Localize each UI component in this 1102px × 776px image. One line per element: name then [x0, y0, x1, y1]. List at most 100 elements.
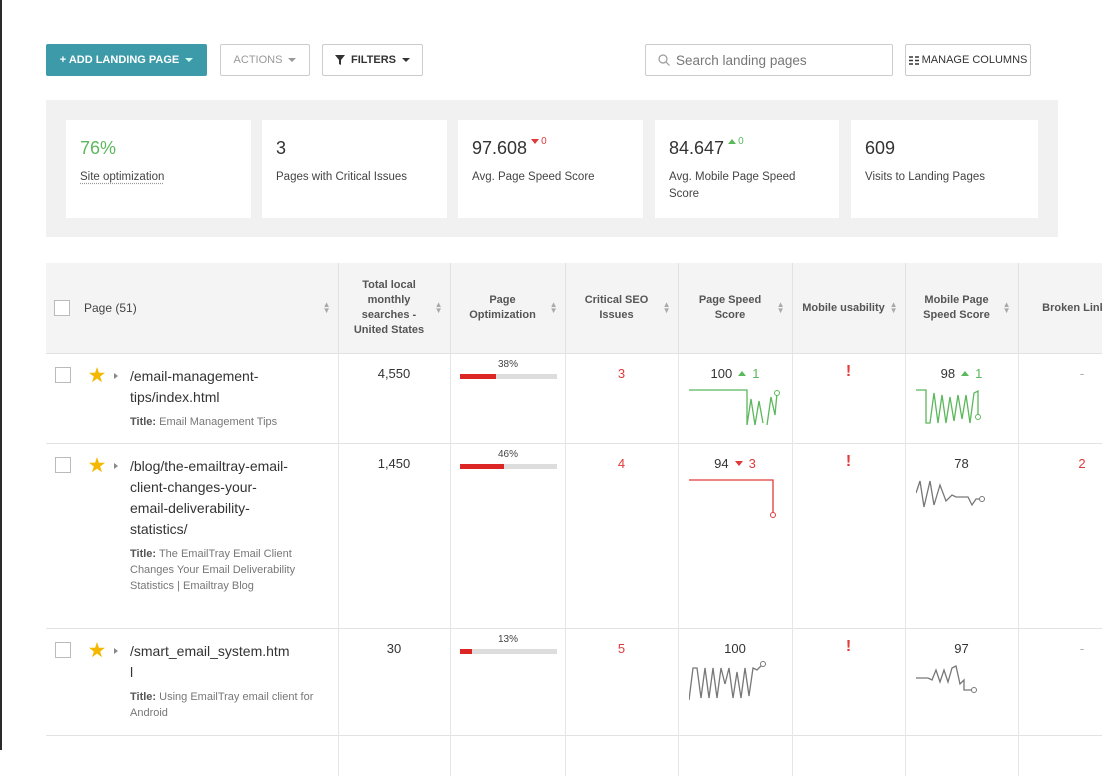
- searches-cell: 1,450: [338, 443, 451, 629]
- stat-value: 3: [276, 138, 287, 158]
- button-label: ACTIONS: [233, 54, 283, 66]
- sparkline-end: [770, 512, 776, 518]
- table-row: [46, 735, 1102, 776]
- row-checkbox[interactable]: [55, 642, 71, 658]
- sparkline: [915, 665, 977, 693]
- column-header[interactable]: Mobile Page Speed Score ▲ ▼: [905, 263, 1019, 354]
- column-header[interactable]: Critical SEO Issues ▲ ▼: [565, 263, 679, 354]
- broken-links-cell: -: [1018, 353, 1102, 444]
- stat-label: Visits to Landing Pages: [865, 171, 985, 183]
- stat-value-row: 3: [276, 138, 447, 159]
- columns-icon: [908, 55, 919, 65]
- sparkline-path: [915, 665, 974, 691]
- page-cell: /blog/the-emailtray-email-client-changes…: [46, 443, 339, 629]
- change-value: 0: [738, 136, 744, 147]
- optimization-bar: 46%: [459, 449, 557, 469]
- critical-issues-cell: 3: [565, 353, 679, 444]
- favorite-star[interactable]: [89, 457, 105, 473]
- sort-icon[interactable]: ▲ ▼: [549, 300, 558, 315]
- button-label: + ADD LANDING PAGE: [59, 54, 180, 66]
- optimization-bar: 38%: [459, 359, 557, 379]
- page-url[interactable]: /smart_email_system.html: [130, 643, 290, 680]
- column-title: Page (51): [84, 300, 137, 315]
- optimization-fill: [459, 464, 505, 469]
- stat-value: 609: [865, 138, 896, 158]
- sparkline-end: [970, 687, 977, 693]
- select-all-checkbox[interactable]: [54, 300, 70, 316]
- sort-icon[interactable]: ▲ ▼: [776, 300, 785, 315]
- page-url[interactable]: /blog/the-emailtray-email-client-changes…: [130, 458, 288, 537]
- change-arrow: [531, 138, 540, 144]
- critical-issues-cell: 5: [565, 628, 679, 736]
- score-value: 98: [940, 366, 956, 381]
- caret: [288, 58, 297, 62]
- page-title: Title: Using EmailTray email client for …: [130, 689, 337, 721]
- empty-cell: [565, 735, 679, 776]
- caret: [185, 58, 194, 62]
- page-title: Title: Email Management Tips: [130, 414, 292, 430]
- sort-icon[interactable]: ▲ ▼: [1002, 300, 1011, 315]
- star-shape: [89, 457, 105, 473]
- mobile-usability-cell: !: [792, 628, 906, 736]
- star-shape: [89, 642, 105, 658]
- change-arrow: [961, 371, 970, 376]
- favorite-star[interactable]: [89, 642, 105, 658]
- add-landing-page-button[interactable]: + ADD LANDING PAGE: [46, 44, 207, 76]
- optimization-cell: 38%: [450, 353, 566, 444]
- expand-caret[interactable]: [111, 371, 121, 381]
- filters-button[interactable]: FILTERS: [322, 44, 423, 76]
- sparkline: [689, 661, 766, 701]
- stat-value-row: 97.608 0: [472, 136, 643, 159]
- score-value: 94: [714, 456, 729, 471]
- sort-icon[interactable]: ▲ ▼: [434, 300, 443, 315]
- stat-value: 97.608: [472, 138, 528, 158]
- title-label: Title:: [130, 691, 157, 703]
- row-checkbox[interactable]: [55, 457, 71, 473]
- sort-icon[interactable]: ▲ ▼: [322, 300, 331, 315]
- column-title: Mobile usability: [802, 301, 885, 314]
- searches-cell: 4,550: [338, 353, 451, 444]
- stat-value-row: 84.647 0: [669, 136, 839, 159]
- favorite-star[interactable]: [89, 367, 105, 383]
- score-value: 100: [710, 366, 733, 381]
- empty-cell: [46, 735, 339, 776]
- title-label: Title:: [130, 548, 157, 560]
- column-header[interactable]: Page Optimization ▲ ▼: [450, 263, 566, 354]
- sort-icon[interactable]: ▲ ▼: [889, 300, 898, 315]
- column-header[interactable]: Mobile usability ▲ ▼: [792, 263, 906, 354]
- score-row: 94 3: [680, 456, 791, 471]
- stat-change: 0: [531, 136, 547, 147]
- actions-button[interactable]: ACTIONS: [220, 44, 310, 76]
- score-row: 97: [907, 641, 1017, 656]
- row-checkbox[interactable]: [55, 367, 71, 383]
- stat-card: 76% Site optimization: [66, 120, 251, 218]
- column-title: Page Speed Score: [698, 294, 762, 321]
- searches-cell: 30: [338, 628, 451, 736]
- table-row: /smart_email_system.html Title: Using Ema…: [46, 628, 1102, 736]
- column-header[interactable]: Broken Links: [1018, 263, 1102, 354]
- score-row: 100: [680, 641, 791, 656]
- optimization-label: 38%: [497, 359, 518, 370]
- manage-columns-button[interactable]: MANAGE COLUMNS: [905, 44, 1031, 76]
- mobile-usability-cell: !: [792, 353, 906, 444]
- page-url[interactable]: /email-management-tips/index.html: [130, 368, 259, 405]
- page-speed-cell: 100 1: [678, 353, 793, 444]
- score-row: 78: [907, 456, 1017, 471]
- search-icon: [658, 54, 670, 66]
- search-input[interactable]: Search landing pages: [645, 44, 893, 76]
- page-text: /blog/the-emailtray-email-client-changes…: [130, 456, 337, 594]
- expand-caret[interactable]: [111, 461, 121, 471]
- column-header[interactable]: Total local monthly searches - United St…: [338, 263, 451, 354]
- stat-card: 3 Pages with Critical Issues: [262, 120, 447, 218]
- empty-cell: [678, 735, 793, 776]
- sort-icon[interactable]: ▲ ▼: [662, 300, 671, 315]
- title-label: Title:: [130, 416, 157, 428]
- column-title: Page Optimization: [469, 294, 536, 321]
- column-title: Broken Links: [1042, 301, 1102, 314]
- sparkline: [915, 389, 981, 424]
- mobile-usability-cell: !: [792, 443, 906, 629]
- caret-shape: [114, 373, 118, 379]
- expand-caret[interactable]: [111, 646, 121, 656]
- column-header[interactable]: Page (51) ▲ ▼: [46, 263, 339, 354]
- column-header[interactable]: Page Speed Score ▲ ▼: [678, 263, 793, 354]
